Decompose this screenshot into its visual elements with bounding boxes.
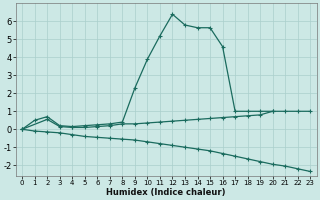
X-axis label: Humidex (Indice chaleur): Humidex (Indice chaleur) bbox=[107, 188, 226, 197]
